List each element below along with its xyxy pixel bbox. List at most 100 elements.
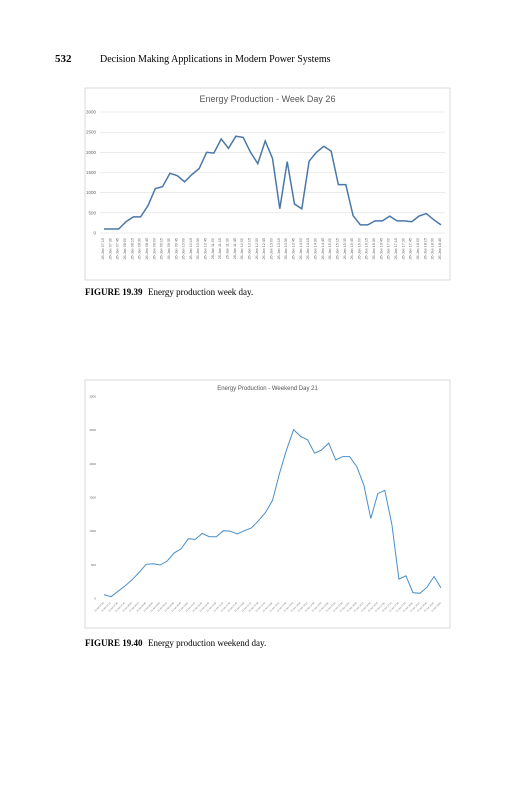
x-tick-label: 26-Jan 18:45 <box>438 238 442 260</box>
y-tick-label: 2500 <box>89 428 96 432</box>
chart-frame <box>84 379 451 629</box>
x-tick-label: 21-Jan 11:00 <box>207 602 218 613</box>
x-tick-label: 26-Jan 14:30 <box>313 238 317 260</box>
x-tick-label: 26-Jan 16:15 <box>365 238 369 260</box>
x-tick-label: 26-Jan 16:00 <box>357 238 361 260</box>
x-tick-label: 21-Jan 17:30 <box>389 602 400 613</box>
x-tick-label: 21-Jan 16:45 <box>368 602 379 613</box>
x-tick-label: 26-Jan 10:15 <box>189 238 193 260</box>
x-tick-label: 21-Jan 10:45 <box>200 602 211 613</box>
x-tick-label: 26-Jan 18:00 <box>416 238 420 260</box>
x-tick-label: 21-Jan 08:00 <box>122 602 133 613</box>
x-tick-label: 21-Jan 11:30 <box>221 602 232 613</box>
x-tick-label: 26-Jan 08:15 <box>130 238 134 260</box>
y-tick-label: 1000 <box>89 529 96 533</box>
x-tick-label: 21-Jan 18:30 <box>417 602 428 613</box>
x-tick-label: 26-Jan 12:30 <box>255 238 259 260</box>
x-tick-label: 26-Jan 11:45 <box>233 238 237 259</box>
x-tick-label: 26-Jan 12:00 <box>240 238 244 260</box>
x-tick-label: 21-Jan 15:30 <box>333 602 344 613</box>
x-tick-label: 21-Jan 13:00 <box>263 602 274 613</box>
x-tick-label: 21-Jan 14:00 <box>291 602 302 613</box>
x-tick-label: 26-Jan 15:30 <box>343 238 347 260</box>
x-tick-label: 21-Jan 08:15 <box>129 602 140 613</box>
x-tick-label: 21-Jan 10:00 <box>179 602 190 613</box>
x-tick-label: 21-Jan 12:00 <box>235 602 246 613</box>
x-tick-label: 26-Jan 09:15 <box>160 238 164 260</box>
x-tick-label: 26-Jan 10:00 <box>182 238 186 260</box>
x-tick-label: 26-Jan 13:00 <box>270 238 274 260</box>
x-tick-label: 21-Jan 09:30 <box>164 602 175 613</box>
x-tick-label: 26-Jan 15:45 <box>350 238 354 260</box>
x-tick-label: 26-Jan 13:15 <box>277 238 281 260</box>
data-line <box>103 428 442 598</box>
x-tick-label: 21-Jan 10:15 <box>186 602 197 613</box>
caption-label: FIGURE 19.39 <box>85 287 143 297</box>
y-tick-label: 2000 <box>86 150 97 155</box>
x-tick-label: 21-Jan 13:15 <box>270 602 281 613</box>
y-tick-label: 1500 <box>86 170 97 175</box>
x-tick-label: 21-Jan 07:15 <box>101 602 112 613</box>
y-tick-label: 500 <box>88 210 96 215</box>
y-tick-label: 2000 <box>89 462 96 466</box>
caption-text: Energy production week day. <box>148 287 253 297</box>
x-tick-label: 26-Jan 07:30 <box>108 238 112 260</box>
y-tick-label: 2500 <box>86 130 97 135</box>
x-tick-label: 26-Jan 18:30 <box>431 238 435 260</box>
y-tick-label: 0 <box>94 597 96 601</box>
x-tick-label: 26-Jan 15:15 <box>335 238 339 260</box>
x-tick-label: 21-Jan 15:00 <box>319 602 330 613</box>
chart-title: Energy Production - Week Day 26 <box>200 94 336 104</box>
y-tick-label: 1000 <box>86 190 97 195</box>
x-tick-label: 26-Jan 09:45 <box>174 238 178 260</box>
x-tick-label: 21-Jan 09:45 <box>171 602 182 613</box>
x-tick-label: 26-Jan 14:00 <box>299 238 303 260</box>
x-tick-label: 21-Jan 08:30 <box>136 602 147 613</box>
x-tick-label: 26-Jan 15:00 <box>328 238 332 260</box>
x-tick-label: 21-Jan 18:00 <box>403 602 414 613</box>
x-tick-label: 21-Jan 12:15 <box>242 602 253 613</box>
x-tick-label: 26-Jan 14:45 <box>321 238 325 260</box>
x-tick-label: 26-Jan 13:30 <box>284 238 288 260</box>
x-tick-label: 21-Jan 15:15 <box>326 602 337 613</box>
x-tick-label: 21-Jan 13:45 <box>284 602 295 613</box>
x-tick-label: 21-Jan 11:45 <box>228 602 239 613</box>
x-tick-label: 21-Jan 16:00 <box>347 602 358 613</box>
x-tick-label: 26-Jan 13:45 <box>291 238 295 260</box>
x-tick-label: 21-Jan 12:45 <box>256 602 267 613</box>
caption-text: Energy production weekend day. <box>148 638 266 648</box>
x-tick-label: 26-Jan 18:15 <box>423 238 427 260</box>
x-tick-label: 26-Jan 08:00 <box>123 238 127 260</box>
x-tick-label: 21-Jan 12:30 <box>249 602 260 613</box>
x-tick-label: 26-Jan 09:00 <box>152 238 156 260</box>
x-tick-label: 26-Jan 17:00 <box>387 238 391 260</box>
x-tick-label: 26-Jan 11:15 <box>218 238 222 259</box>
x-tick-label: 26-Jan 11:30 <box>226 238 230 259</box>
x-tick-label: 21-Jan 09:15 <box>157 602 168 613</box>
x-tick-label: 21-Jan 14:45 <box>312 602 323 613</box>
running-title: Decision Making Applications in Modern P… <box>100 54 331 65</box>
x-tick-label: 21-Jan 17:00 <box>375 602 386 613</box>
x-tick-label: 21-Jan 10:30 <box>193 602 204 613</box>
x-tick-label: 26-Jan 07:15 <box>101 238 105 260</box>
x-tick-label: 21-Jan 07:45 <box>115 602 126 613</box>
x-tick-label: 21-Jan 11:15 <box>214 602 225 613</box>
y-tick-label: 500 <box>91 563 96 567</box>
y-tick-label: 3000 <box>86 110 97 115</box>
x-tick-label: 26-Jan 17:15 <box>394 238 398 260</box>
x-tick-label: 26-Jan 10:45 <box>204 238 208 260</box>
y-tick-label: 3000 <box>89 395 96 399</box>
y-tick-label: 1500 <box>89 496 96 500</box>
x-tick-label: 21-Jan 18:15 <box>410 602 421 613</box>
x-tick-label: 26-Jan 16:45 <box>379 238 383 260</box>
y-tick-label: 0 <box>93 231 96 236</box>
x-tick-label: 21-Jan 17:45 <box>396 602 407 613</box>
x-tick-label: 26-Jan 14:15 <box>306 238 310 260</box>
x-tick-label: 21-Jan 17:15 <box>382 602 393 613</box>
x-tick-label: 21-Jan 14:30 <box>305 602 316 613</box>
x-tick-label: 26-Jan 07:45 <box>116 238 120 260</box>
x-tick-label: 26-Jan 11:00 <box>211 238 215 259</box>
x-tick-label: 21-Jan 09:00 <box>150 602 161 613</box>
x-tick-label: 21-Jan 07:30 <box>108 602 119 613</box>
